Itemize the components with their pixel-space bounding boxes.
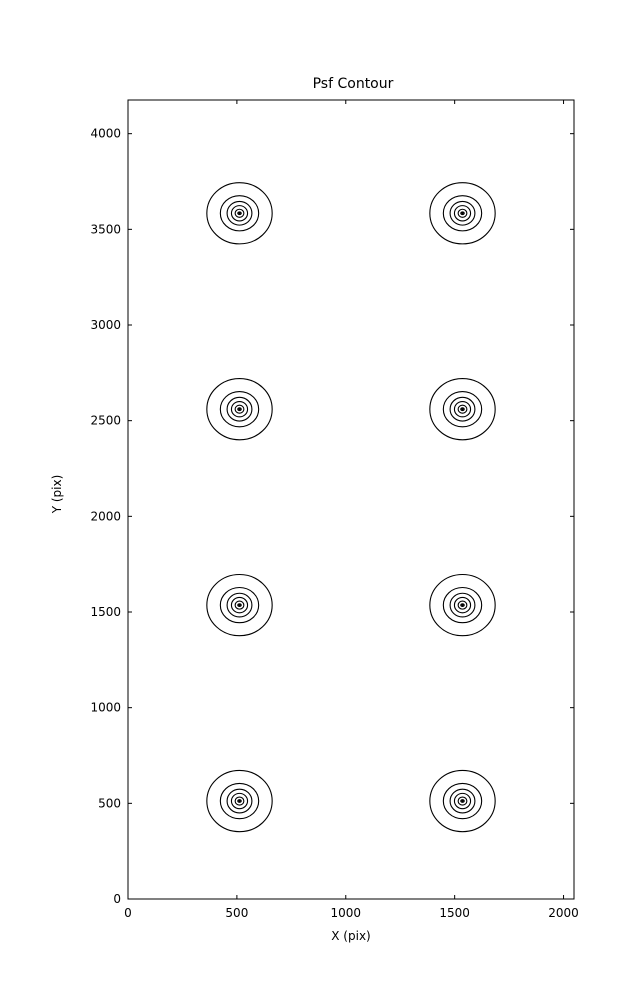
contour-ring	[219, 782, 260, 820]
psf-center-dot	[238, 212, 241, 215]
contour-ring	[206, 378, 273, 441]
contour-ring	[226, 396, 253, 422]
contour-ring	[442, 195, 483, 232]
contour-ring	[429, 769, 496, 833]
contour-ring	[237, 211, 242, 216]
contour-ring	[206, 573, 273, 637]
contour-ring	[219, 391, 260, 428]
y-tick-label: 500	[98, 796, 121, 810]
contour-ring	[460, 799, 465, 803]
contour-ring	[429, 378, 496, 441]
contour-ring	[449, 396, 476, 422]
contour-ring	[219, 586, 260, 624]
contour-ring	[442, 391, 483, 428]
contour-ring	[219, 195, 260, 232]
axes-frame	[127, 99, 575, 900]
contour-ring	[226, 788, 253, 814]
y-axis-label: Y (pix)	[50, 474, 64, 514]
x-tick-label: 2000	[548, 906, 579, 920]
chart-title: Psf Contour	[312, 76, 394, 92]
y-tick-label: 3500	[90, 222, 121, 236]
y-tick-label: 3000	[90, 318, 121, 332]
psf-center-dot	[238, 408, 241, 411]
contour-ring	[442, 586, 483, 624]
contour-ring	[457, 796, 468, 806]
x-tick-label: 1000	[331, 906, 362, 920]
contour-ring	[429, 573, 496, 637]
x-tick-label: 0	[124, 906, 132, 920]
contour-ring	[230, 400, 249, 418]
psf-center-dot	[461, 212, 464, 215]
x-tick-label: 500	[225, 906, 248, 920]
psf-center-dot	[461, 604, 464, 607]
contour-ring	[206, 769, 273, 833]
y-tick-label: 1000	[90, 701, 121, 715]
x-axis-label: X (pix)	[331, 929, 371, 943]
psf-center-dot	[461, 799, 464, 803]
contour-ring	[230, 792, 249, 810]
contour-ring	[457, 600, 468, 610]
contour-ring	[460, 211, 465, 216]
contour-ring	[234, 796, 245, 806]
contour-ring	[206, 182, 273, 245]
contour-ring	[460, 603, 465, 608]
contour-ring	[460, 407, 465, 412]
contour-ring	[226, 200, 253, 226]
contour-ring	[453, 205, 472, 222]
contour-ring	[234, 208, 245, 218]
contour-ring	[429, 182, 496, 245]
contour-ring	[457, 404, 468, 414]
contour-ring	[442, 782, 483, 820]
contour-ring	[449, 592, 476, 618]
x-tick-label: 1500	[439, 906, 470, 920]
psf-center-dot	[461, 408, 464, 411]
psf-center-dot	[238, 799, 241, 803]
contour-ring	[237, 407, 242, 412]
contour-ring	[453, 400, 472, 418]
contour-ring	[457, 208, 468, 218]
psf-center-dot	[238, 604, 241, 607]
contour-ring	[237, 799, 242, 803]
y-tick-label: 2000	[90, 509, 121, 523]
contour-ring	[453, 792, 472, 810]
contour-ring	[230, 205, 249, 222]
contour-ring	[226, 592, 253, 618]
contour-ring	[237, 603, 242, 608]
contour-ring	[453, 596, 472, 614]
y-tick-label: 2500	[90, 414, 121, 428]
contour-ring	[234, 404, 245, 414]
contour-ring	[234, 600, 245, 610]
y-tick-label: 0	[113, 892, 121, 906]
y-tick-label: 1500	[90, 605, 121, 619]
contour-ring	[449, 788, 476, 814]
contour-ring	[230, 596, 249, 614]
y-tick-label: 4000	[90, 127, 121, 141]
contour-ring	[449, 200, 476, 226]
